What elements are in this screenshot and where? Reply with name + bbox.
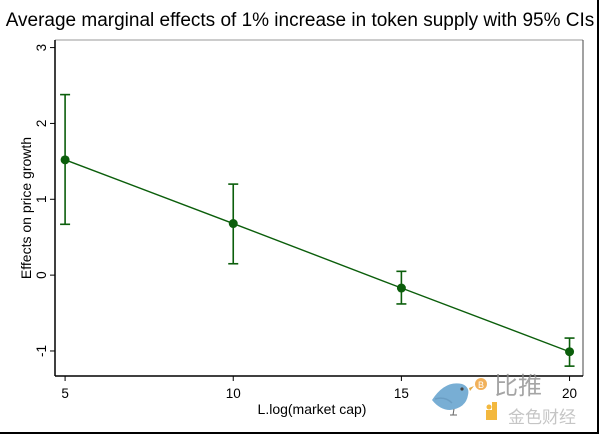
data-point [60,155,70,165]
y-tick-label: -1 [34,345,49,357]
y-tick-label: 3 [34,44,49,52]
y-axis: -1 0 1 2 3 [34,44,55,357]
x-tick-label: 20 [562,386,577,401]
watermark-brand-jinse: 金色财经 [508,408,576,427]
data-point [396,283,406,293]
bird-logo-icon [432,383,474,416]
y-tick-label: 2 [34,120,49,128]
effect-line [64,159,570,353]
bitcoin-coin-icon: B [475,378,487,390]
svg-text:B: B [478,380,484,390]
y-tick-label: 1 [34,196,49,204]
jinse-logo-icon [486,402,497,420]
watermark-brand-bitui: 比推 [494,373,542,400]
data-point [228,219,238,229]
x-tick-label: 5 [61,386,69,401]
x-axis-title: L.log(market cap) [258,401,367,417]
x-axis: 5 10 15 20 [61,376,577,401]
y-tick-label: 0 [34,271,49,279]
x-tick-label: 15 [394,386,409,401]
y-axis-title: Effects on price growth [18,137,34,279]
series-group [60,93,575,367]
x-tick-label: 10 [226,386,241,401]
watermark: B 比推 金色财经 [432,373,576,427]
chart-title: Average marginal effects of 1% increase … [6,10,595,31]
data-point [565,347,575,357]
plot-area [54,39,584,377]
